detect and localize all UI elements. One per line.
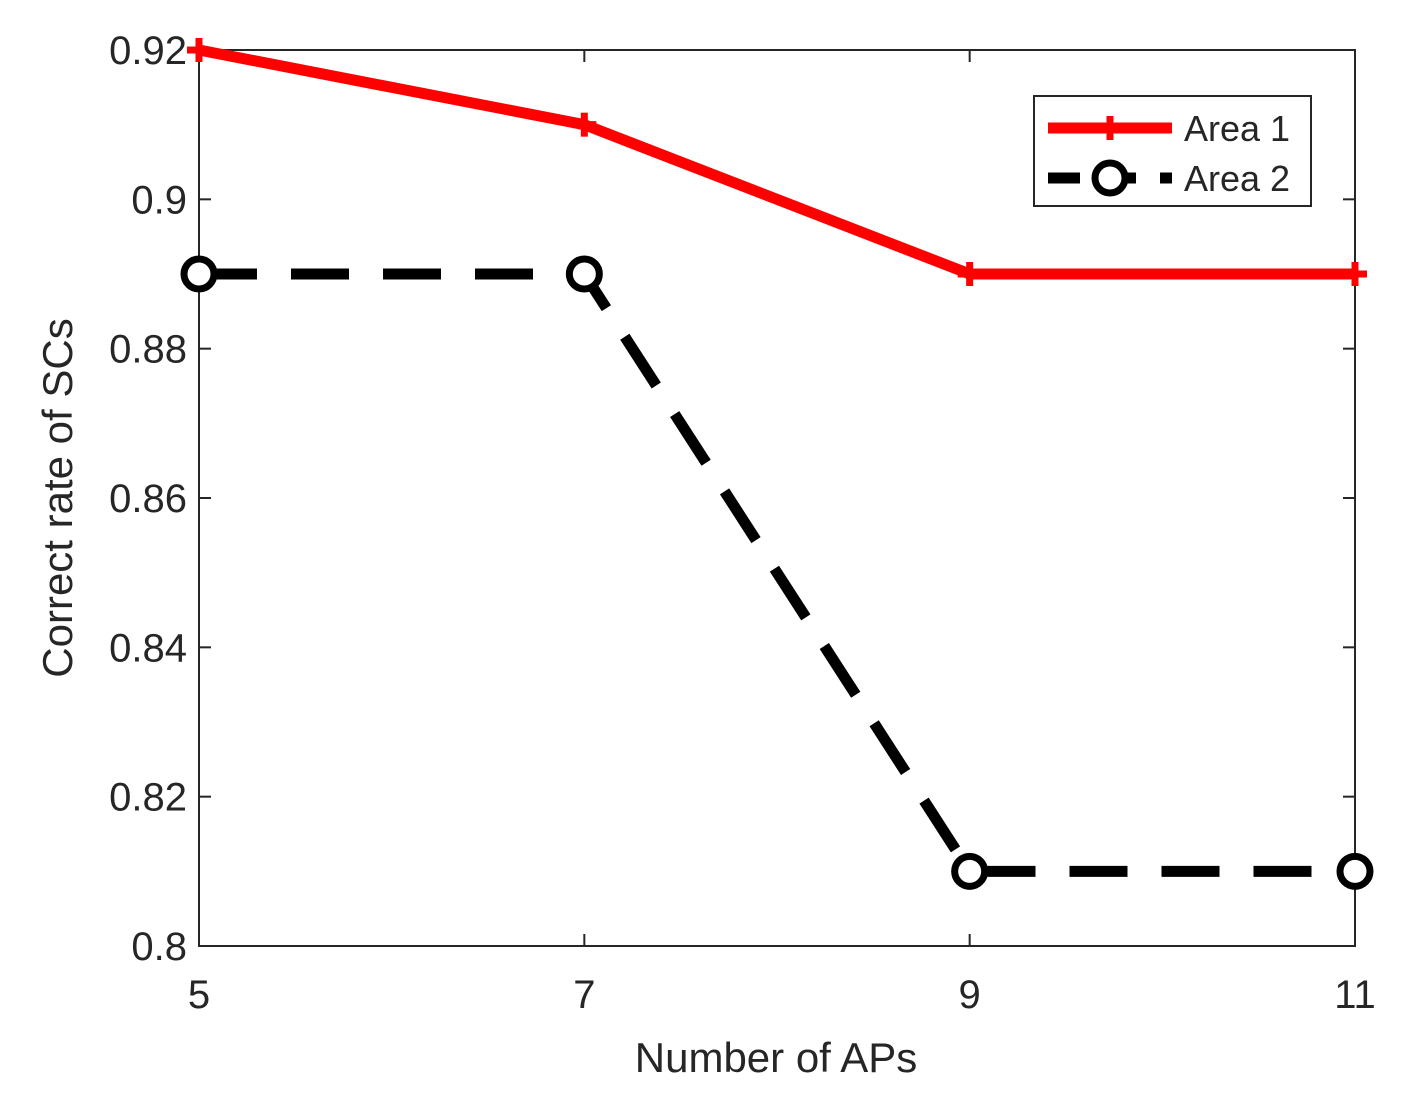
y-tick-label: 0.88 [109, 328, 187, 372]
area-2-marker [951, 852, 989, 890]
legend-label: Area 1 [1184, 108, 1290, 149]
y-axis-label: Correct rate of SCs [34, 318, 81, 677]
area-1-marker [572, 112, 597, 137]
y-tick-label: 0.9 [131, 178, 187, 222]
y-tick-label: 0.8 [131, 925, 187, 969]
legend-entry-1: Area 1 [1048, 108, 1290, 149]
area-2-marker [180, 255, 218, 293]
x-tick-label: 7 [573, 973, 595, 1017]
area-2-marker [565, 255, 603, 293]
series-2 [180, 255, 1374, 890]
area-2-marker [1336, 852, 1374, 890]
area-1-marker [957, 262, 982, 286]
legend-label: Area 2 [1184, 158, 1290, 199]
legend-box [1033, 95, 1312, 207]
series-layer [180, 38, 1374, 890]
ticks: 5 7 9 11 0.8 0.82 0.84 0.86 0.88 0.9 0.92 [109, 29, 1376, 1017]
area-1-marker [187, 38, 211, 62]
area-1-marker [1343, 262, 1367, 286]
y-tick-label: 0.84 [109, 626, 187, 670]
series-2-line [199, 268, 1355, 877]
x-axis-label: Number of APs [635, 1034, 917, 1081]
legend-entry-2: Area 2 [1048, 158, 1290, 199]
area-2-marker [1091, 159, 1129, 197]
y-tick-label: 0.82 [109, 776, 187, 820]
x-tick-label: 9 [959, 973, 981, 1017]
y-tick-label: 0.86 [109, 477, 187, 521]
x-tick-label: 5 [188, 973, 210, 1017]
y-tick-label: 0.92 [109, 29, 187, 73]
area-1-marker [1098, 116, 1122, 140]
series-1-line [197, 44, 1355, 280]
x-tick-label: 11 [1334, 973, 1376, 1017]
legend: Area 1 Area 2 [1033, 95, 1312, 207]
series-1 [187, 38, 1367, 286]
